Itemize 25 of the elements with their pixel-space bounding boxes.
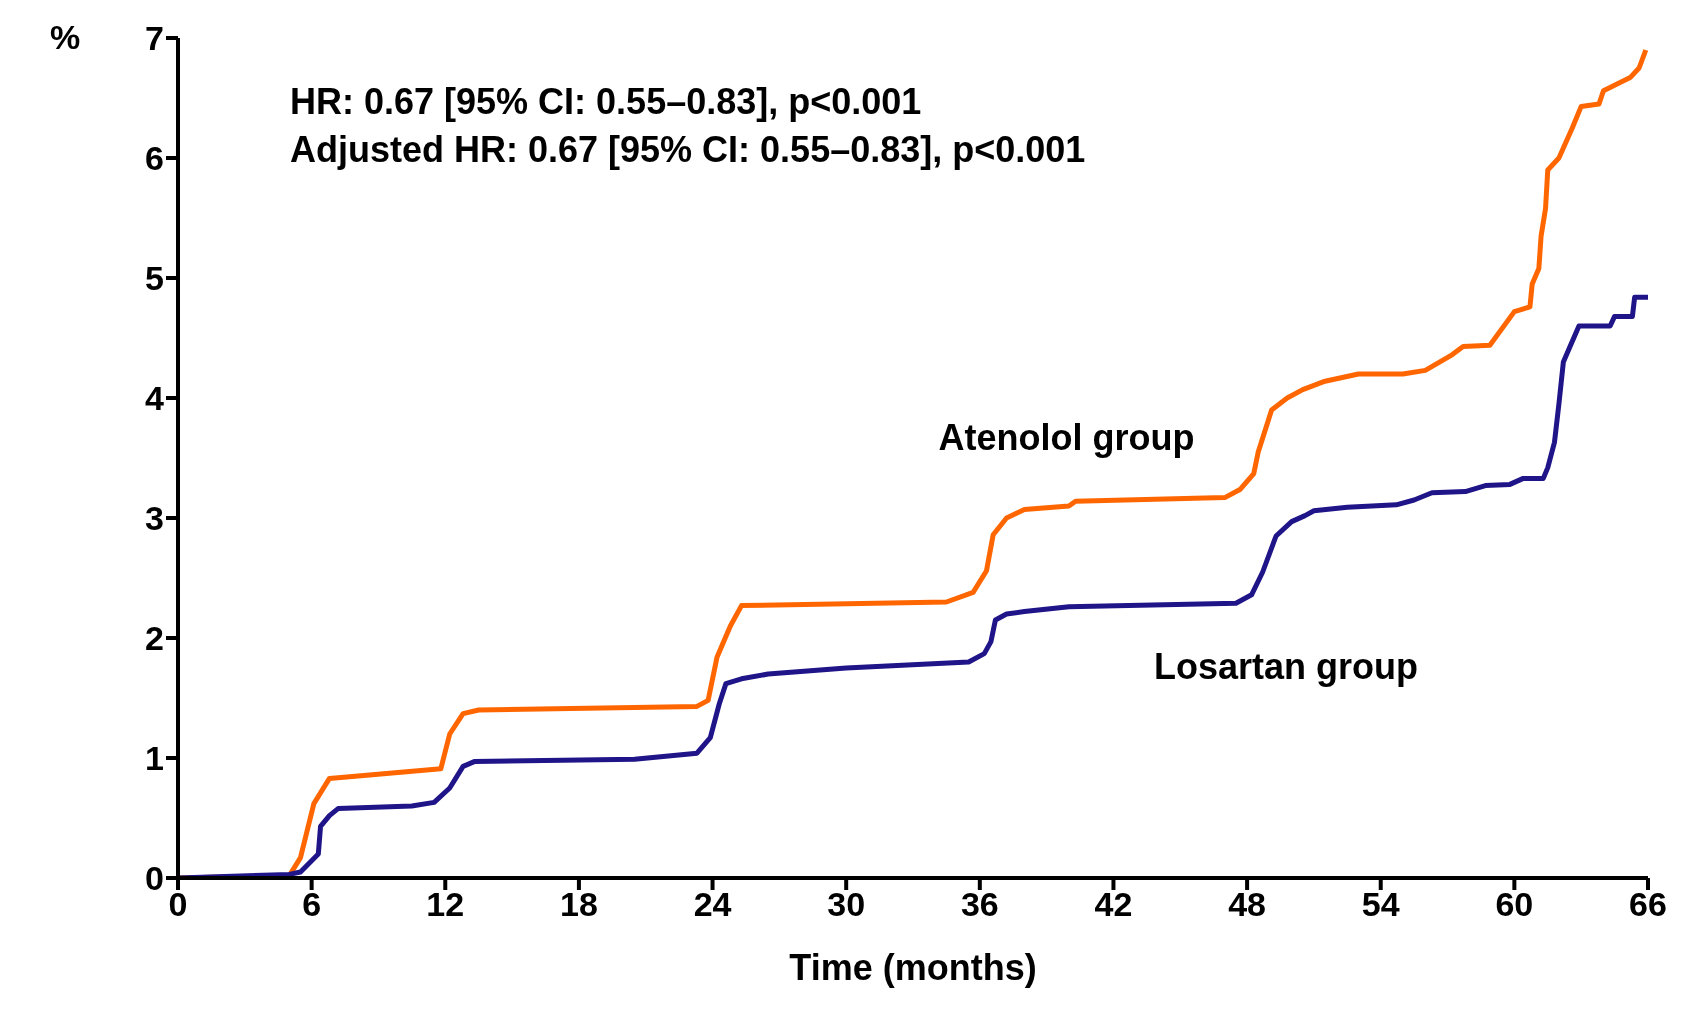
y-tick-label: 0 [145,859,164,898]
annotation: Adjusted HR: 0.67 [95% CI: 0.55–0.83], p<0.001 [290,128,1086,172]
y-tick-label: 4 [145,379,165,418]
x-tick-label: 48 [1228,885,1267,924]
y-tick-label: 6 [145,139,164,178]
x-tick-label: 30 [827,885,866,924]
x-tick-label: 36 [960,885,999,924]
y-tick-label: 2 [145,619,164,658]
x-axis-title: Time (months) [789,947,1037,988]
x-tick-label: 12 [426,885,465,924]
y-tick-label: 5 [145,259,164,298]
x-tick-label: 54 [1361,885,1400,924]
x-tick-label: 60 [1495,885,1534,924]
series-label: Losartan group [1153,645,1418,687]
series-label: Atenolol group [938,416,1195,458]
y-tick-label: 1 [145,739,164,778]
annotation: HR: 0.67 [95% CI: 0.55–0.83], p<0.001 [290,80,923,124]
x-tick-label: 6 [302,885,322,924]
x-tick-label: 42 [1094,885,1133,924]
y-axis-title: % [50,18,81,57]
y-tick-label: 7 [145,19,164,58]
y-tick-label: 3 [145,499,164,538]
x-tick-label: 18 [560,885,598,924]
x-tick-label: 24 [693,885,732,924]
x-tick-label: 66 [1629,885,1667,924]
